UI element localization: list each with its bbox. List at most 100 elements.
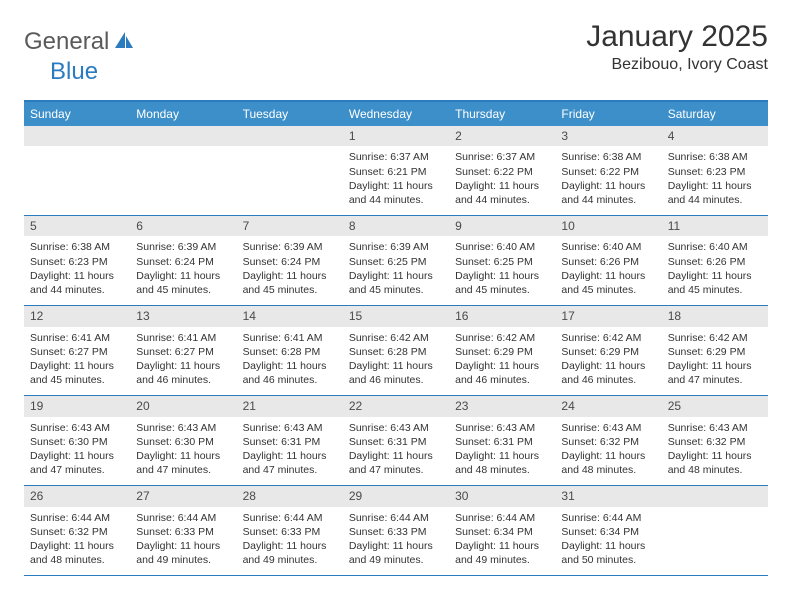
day-number: 1 [343, 126, 449, 146]
day-details: Sunrise: 6:43 AMSunset: 6:31 PMDaylight:… [343, 417, 449, 486]
calendar-cell: 22Sunrise: 6:43 AMSunset: 6:31 PMDayligh… [343, 396, 449, 486]
day-number: 21 [237, 396, 343, 416]
day-details: Sunrise: 6:38 AMSunset: 6:22 PMDaylight:… [555, 146, 661, 215]
calendar-cell: 2Sunrise: 6:37 AMSunset: 6:22 PMDaylight… [449, 126, 555, 216]
day-details-empty [130, 146, 236, 194]
day-details: Sunrise: 6:42 AMSunset: 6:29 PMDaylight:… [555, 327, 661, 396]
day-details: Sunrise: 6:44 AMSunset: 6:34 PMDaylight:… [449, 507, 555, 576]
day-number: 26 [24, 486, 130, 506]
day-details: Sunrise: 6:40 AMSunset: 6:26 PMDaylight:… [555, 236, 661, 305]
dow-header: Thursday [449, 101, 555, 126]
day-number: 22 [343, 396, 449, 416]
calendar-cell: 3Sunrise: 6:38 AMSunset: 6:22 PMDaylight… [555, 126, 661, 216]
day-details-empty [237, 146, 343, 194]
logo-text-2: Blue [50, 58, 98, 86]
day-details: Sunrise: 6:41 AMSunset: 6:27 PMDaylight:… [130, 327, 236, 396]
calendar-row: 5Sunrise: 6:38 AMSunset: 6:23 PMDaylight… [24, 216, 768, 306]
day-details: Sunrise: 6:40 AMSunset: 6:26 PMDaylight:… [662, 236, 768, 305]
day-number-empty [24, 126, 130, 146]
calendar-cell: 19Sunrise: 6:43 AMSunset: 6:30 PMDayligh… [24, 396, 130, 486]
day-details-empty [24, 146, 130, 194]
day-number: 14 [237, 306, 343, 326]
day-number: 30 [449, 486, 555, 506]
calendar-body: 1Sunrise: 6:37 AMSunset: 6:21 PMDaylight… [24, 126, 768, 576]
day-details-empty [662, 507, 768, 555]
day-details: Sunrise: 6:42 AMSunset: 6:29 PMDaylight:… [449, 327, 555, 396]
day-number-empty [130, 126, 236, 146]
calendar-cell: 5Sunrise: 6:38 AMSunset: 6:23 PMDaylight… [24, 216, 130, 306]
calendar-cell [24, 126, 130, 216]
calendar-cell: 7Sunrise: 6:39 AMSunset: 6:24 PMDaylight… [237, 216, 343, 306]
day-details: Sunrise: 6:43 AMSunset: 6:31 PMDaylight:… [449, 417, 555, 486]
day-number: 17 [555, 306, 661, 326]
calendar-cell: 8Sunrise: 6:39 AMSunset: 6:25 PMDaylight… [343, 216, 449, 306]
calendar-cell: 4Sunrise: 6:38 AMSunset: 6:23 PMDaylight… [662, 126, 768, 216]
day-number: 13 [130, 306, 236, 326]
day-details: Sunrise: 6:43 AMSunset: 6:31 PMDaylight:… [237, 417, 343, 486]
day-details: Sunrise: 6:43 AMSunset: 6:32 PMDaylight:… [662, 417, 768, 486]
calendar-cell: 20Sunrise: 6:43 AMSunset: 6:30 PMDayligh… [130, 396, 236, 486]
day-number-empty [237, 126, 343, 146]
calendar-cell: 13Sunrise: 6:41 AMSunset: 6:27 PMDayligh… [130, 306, 236, 396]
calendar-cell: 9Sunrise: 6:40 AMSunset: 6:25 PMDaylight… [449, 216, 555, 306]
dow-header: Sunday [24, 101, 130, 126]
day-number: 4 [662, 126, 768, 146]
calendar-row: 12Sunrise: 6:41 AMSunset: 6:27 PMDayligh… [24, 306, 768, 396]
day-details: Sunrise: 6:41 AMSunset: 6:28 PMDaylight:… [237, 327, 343, 396]
day-number: 9 [449, 216, 555, 236]
day-number: 6 [130, 216, 236, 236]
logo-sail-icon [113, 30, 135, 55]
day-number: 24 [555, 396, 661, 416]
calendar-cell: 21Sunrise: 6:43 AMSunset: 6:31 PMDayligh… [237, 396, 343, 486]
calendar-cell: 26Sunrise: 6:44 AMSunset: 6:32 PMDayligh… [24, 486, 130, 576]
day-number: 25 [662, 396, 768, 416]
logo-text-1: General [24, 28, 109, 56]
day-details: Sunrise: 6:42 AMSunset: 6:29 PMDaylight:… [662, 327, 768, 396]
calendar-cell: 24Sunrise: 6:43 AMSunset: 6:32 PMDayligh… [555, 396, 661, 486]
day-details: Sunrise: 6:44 AMSunset: 6:32 PMDaylight:… [24, 507, 130, 576]
day-number: 11 [662, 216, 768, 236]
calendar-cell: 18Sunrise: 6:42 AMSunset: 6:29 PMDayligh… [662, 306, 768, 396]
calendar-cell: 12Sunrise: 6:41 AMSunset: 6:27 PMDayligh… [24, 306, 130, 396]
logo: General [24, 20, 137, 56]
calendar-cell: 11Sunrise: 6:40 AMSunset: 6:26 PMDayligh… [662, 216, 768, 306]
calendar-row: 26Sunrise: 6:44 AMSunset: 6:32 PMDayligh… [24, 486, 768, 576]
calendar-cell [130, 126, 236, 216]
day-number: 8 [343, 216, 449, 236]
calendar-cell: 15Sunrise: 6:42 AMSunset: 6:28 PMDayligh… [343, 306, 449, 396]
calendar-cell: 29Sunrise: 6:44 AMSunset: 6:33 PMDayligh… [343, 486, 449, 576]
day-details: Sunrise: 6:38 AMSunset: 6:23 PMDaylight:… [662, 146, 768, 215]
calendar-cell: 14Sunrise: 6:41 AMSunset: 6:28 PMDayligh… [237, 306, 343, 396]
title-block: January 2025 Bezibouo, Ivory Coast [586, 20, 768, 74]
calendar-table: SundayMondayTuesdayWednesdayThursdayFrid… [24, 100, 768, 576]
calendar-cell: 1Sunrise: 6:37 AMSunset: 6:21 PMDaylight… [343, 126, 449, 216]
day-details: Sunrise: 6:42 AMSunset: 6:28 PMDaylight:… [343, 327, 449, 396]
calendar-cell [237, 126, 343, 216]
day-details: Sunrise: 6:41 AMSunset: 6:27 PMDaylight:… [24, 327, 130, 396]
page-title: January 2025 [586, 20, 768, 54]
calendar-cell: 28Sunrise: 6:44 AMSunset: 6:33 PMDayligh… [237, 486, 343, 576]
day-details: Sunrise: 6:43 AMSunset: 6:30 PMDaylight:… [24, 417, 130, 486]
dow-header: Friday [555, 101, 661, 126]
day-details: Sunrise: 6:43 AMSunset: 6:32 PMDaylight:… [555, 417, 661, 486]
calendar-cell [662, 486, 768, 576]
day-details: Sunrise: 6:39 AMSunset: 6:25 PMDaylight:… [343, 236, 449, 305]
calendar-cell: 10Sunrise: 6:40 AMSunset: 6:26 PMDayligh… [555, 216, 661, 306]
day-number: 3 [555, 126, 661, 146]
calendar-cell: 16Sunrise: 6:42 AMSunset: 6:29 PMDayligh… [449, 306, 555, 396]
day-number: 12 [24, 306, 130, 326]
dow-header: Wednesday [343, 101, 449, 126]
day-number: 23 [449, 396, 555, 416]
day-details: Sunrise: 6:44 AMSunset: 6:34 PMDaylight:… [555, 507, 661, 576]
dow-header: Monday [130, 101, 236, 126]
day-details: Sunrise: 6:44 AMSunset: 6:33 PMDaylight:… [237, 507, 343, 576]
day-details: Sunrise: 6:39 AMSunset: 6:24 PMDaylight:… [237, 236, 343, 305]
day-details: Sunrise: 6:37 AMSunset: 6:21 PMDaylight:… [343, 146, 449, 215]
day-number: 15 [343, 306, 449, 326]
day-number: 28 [237, 486, 343, 506]
day-number: 16 [449, 306, 555, 326]
day-number: 19 [24, 396, 130, 416]
day-number: 18 [662, 306, 768, 326]
day-details: Sunrise: 6:40 AMSunset: 6:25 PMDaylight:… [449, 236, 555, 305]
calendar-head: SundayMondayTuesdayWednesdayThursdayFrid… [24, 101, 768, 126]
